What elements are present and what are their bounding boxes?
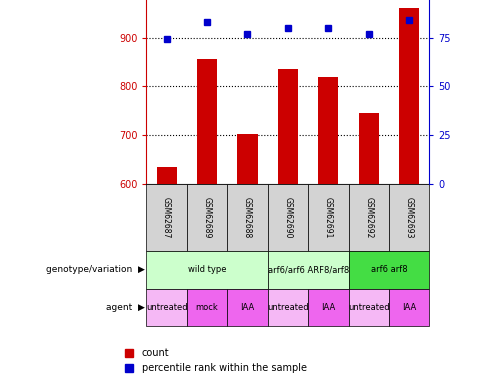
Text: GSM62690: GSM62690 (284, 197, 292, 238)
Bar (268, 251, 348, 289)
Text: count: count (142, 348, 169, 358)
Text: IAA: IAA (321, 303, 335, 312)
Text: GSM62688: GSM62688 (243, 197, 252, 238)
Text: untreated: untreated (267, 303, 309, 312)
Bar (268, 289, 308, 326)
Text: arf6 arf8: arf6 arf8 (371, 266, 407, 274)
Text: GSM62691: GSM62691 (324, 197, 333, 238)
Bar (187, 184, 227, 251)
Bar (389, 289, 429, 326)
Text: arf6/arf6 ARF8/arf8: arf6/arf6 ARF8/arf8 (267, 266, 349, 274)
Bar (237, 134, 258, 184)
Bar (389, 184, 429, 251)
Text: GSM62692: GSM62692 (364, 197, 373, 238)
Bar (187, 289, 227, 326)
Bar (278, 69, 298, 184)
Text: mock: mock (196, 303, 219, 312)
Text: genotype/variation  ▶: genotype/variation ▶ (46, 266, 145, 274)
Bar (359, 113, 379, 184)
Text: untreated: untreated (146, 303, 187, 312)
Bar (348, 251, 429, 289)
Bar (348, 289, 389, 326)
Text: IAA: IAA (402, 303, 416, 312)
Text: IAA: IAA (241, 303, 255, 312)
Bar (399, 8, 419, 184)
Bar (308, 289, 348, 326)
Bar (318, 78, 339, 184)
Text: untreated: untreated (348, 303, 389, 312)
Text: wild type: wild type (188, 266, 226, 274)
Bar (146, 251, 268, 289)
Bar (146, 289, 187, 326)
Bar (197, 59, 217, 184)
Text: GSM62687: GSM62687 (162, 197, 171, 238)
Bar (268, 184, 308, 251)
Text: GSM62689: GSM62689 (203, 197, 212, 238)
Text: GSM62693: GSM62693 (405, 197, 414, 238)
Bar (227, 289, 268, 326)
Bar (308, 184, 348, 251)
Text: agent  ▶: agent ▶ (106, 303, 145, 312)
Bar (227, 184, 268, 251)
Text: percentile rank within the sample: percentile rank within the sample (142, 363, 307, 373)
Bar (348, 184, 389, 251)
Bar (146, 184, 187, 251)
Bar (157, 166, 177, 184)
